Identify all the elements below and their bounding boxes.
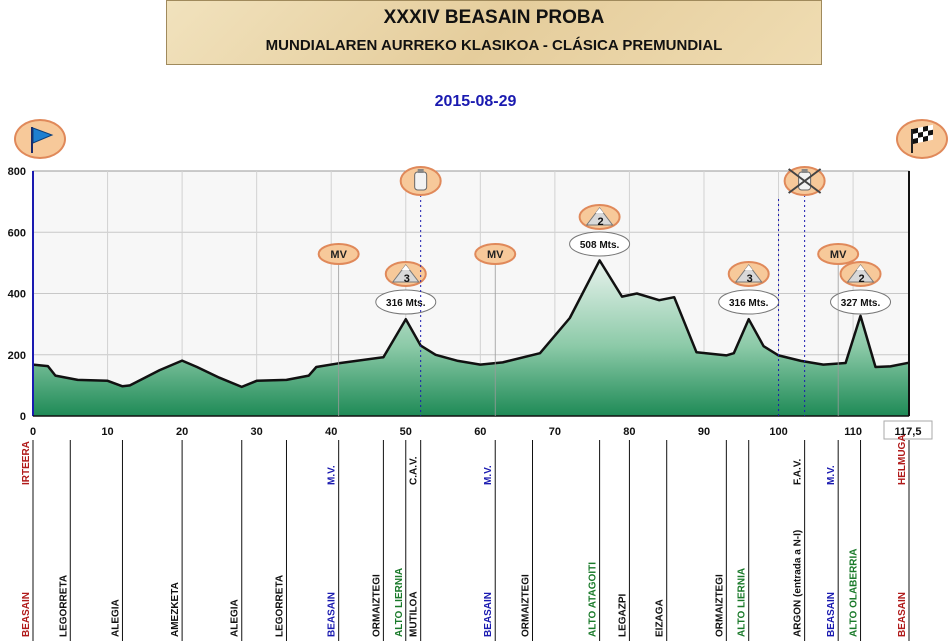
altitude-bubble <box>718 289 780 315</box>
x-tick-label: 10 <box>101 426 113 438</box>
route-bottom-label: AMEZKETA <box>170 582 181 637</box>
cross-out-icon <box>788 168 822 194</box>
route-bottom-label: EIZAGA <box>655 599 666 637</box>
finish-flag-badge <box>896 119 948 159</box>
race-subtitle: MUNDIALAREN AURREKO KLASIKOA - CLÁSICA P… <box>265 37 723 54</box>
route-bottom-label: BEASAIN <box>897 592 908 637</box>
altitude-bubble <box>569 231 631 257</box>
route-bottom-label: BEASAIN <box>483 592 494 637</box>
y-tick-label: 200 <box>8 350 26 362</box>
finish-flag-icon <box>911 124 933 153</box>
x-tick-label: 117,5 <box>895 426 922 438</box>
route-top-label: HELMUGA <box>897 434 908 485</box>
x-tick-label: 0 <box>30 426 36 438</box>
mountain-icon <box>846 264 875 283</box>
title-box: XXXIV BEASAIN PROBA MUNDIALAREN AURREKO … <box>166 0 822 65</box>
x-tick-label: 50 <box>400 426 412 438</box>
x-tick-label: 40 <box>325 426 337 438</box>
altitude-bubble <box>830 289 892 315</box>
mountain-icon <box>391 264 420 283</box>
route-top-label: IRTEERA <box>21 441 32 485</box>
altitude-label: 316 Mts. <box>729 298 769 309</box>
y-tick-label: 600 <box>8 227 26 239</box>
mv-label: MV <box>330 249 347 261</box>
route-top-label: M.V. <box>327 465 338 485</box>
x-tick-label: 30 <box>251 426 263 438</box>
route-top-label: C.A.V. <box>409 456 420 485</box>
mv-badge <box>817 243 860 265</box>
bottle-cap-icon <box>801 169 808 173</box>
start-flag-icon <box>31 127 54 153</box>
route-top-label: M.V. <box>483 465 494 485</box>
route-bottom-label: LEGAZPI <box>617 593 628 637</box>
route-bottom-label: BEASAIN <box>21 592 32 637</box>
route-bottom-label: ALTO OLABERRIA <box>849 548 860 637</box>
mv-badge <box>474 243 517 265</box>
x-tick-label: 110 <box>844 426 862 438</box>
elevation-area <box>33 260 909 416</box>
x-tick-label: 80 <box>623 426 635 438</box>
mountain-snow-icon <box>856 265 865 270</box>
route-bottom-label: ALTO ATAGOITI <box>588 562 599 637</box>
route-bottom-label: BEASAIN <box>327 592 338 637</box>
mountain-snow-icon <box>744 265 753 270</box>
bottle-icon <box>414 171 428 191</box>
route-bottom-label: ORMAIZTEGI <box>371 574 382 637</box>
mountain-snow-icon <box>401 265 410 270</box>
mv-label: MV <box>830 249 847 261</box>
route-bottom-label: ARGON (entrada a N-I) <box>793 530 804 637</box>
route-bottom-label: ALEGIA <box>110 599 121 637</box>
altitude-label: 508 Mts. <box>580 240 620 251</box>
bottle-cap-icon <box>417 169 424 173</box>
x-tick-label: 100 <box>769 426 787 438</box>
climb-category: 2 <box>858 273 864 285</box>
elevation-line <box>32 259 910 389</box>
route-bottom-label: ALTO LIERNIA <box>737 568 748 637</box>
climb-category: 3 <box>747 273 753 285</box>
route-bottom-label: ALTO LIERNIA <box>394 568 405 637</box>
route-bottom-label: LEGORRETA <box>58 575 69 637</box>
race-date: 2015-08-29 <box>434 93 517 110</box>
route-bottom-label: MUTILOA <box>409 591 420 637</box>
mountain-snow-icon <box>595 208 604 213</box>
route-top-label: M.V. <box>826 465 837 485</box>
x-tick-label: 70 <box>549 426 561 438</box>
route-bottom-label: ALEGIA <box>230 599 241 637</box>
y-tick-label: 400 <box>8 289 26 301</box>
y-tick-label: 800 <box>8 166 26 178</box>
x-tick-label: 20 <box>176 426 188 438</box>
altitude-label: 316 Mts. <box>386 298 426 309</box>
climb-category: 2 <box>598 216 604 228</box>
race-title: XXXIV BEASAIN PROBA <box>383 7 605 28</box>
climb-category: 3 <box>404 273 410 285</box>
mv-label: MV <box>487 249 504 261</box>
route-top-label: F.A.V. <box>793 458 804 485</box>
start-flag-badge <box>14 119 66 159</box>
route-bottom-label: ORMAIZTEGI <box>521 574 532 637</box>
route-bottom-label: BEASAIN <box>826 592 837 637</box>
altitude-label: 327 Mts. <box>841 298 881 309</box>
mountain-icon <box>734 264 763 283</box>
x-tick-label: 90 <box>698 426 710 438</box>
route-bottom-label: ORMAIZTEGI <box>714 574 725 637</box>
mountain-icon <box>585 207 614 226</box>
x-tick-label: 60 <box>474 426 486 438</box>
route-bottom-label: LEGORRETA <box>274 575 285 637</box>
final-km-box <box>883 420 933 440</box>
y-tick-label: 0 <box>20 411 26 423</box>
mv-badge <box>317 243 360 265</box>
